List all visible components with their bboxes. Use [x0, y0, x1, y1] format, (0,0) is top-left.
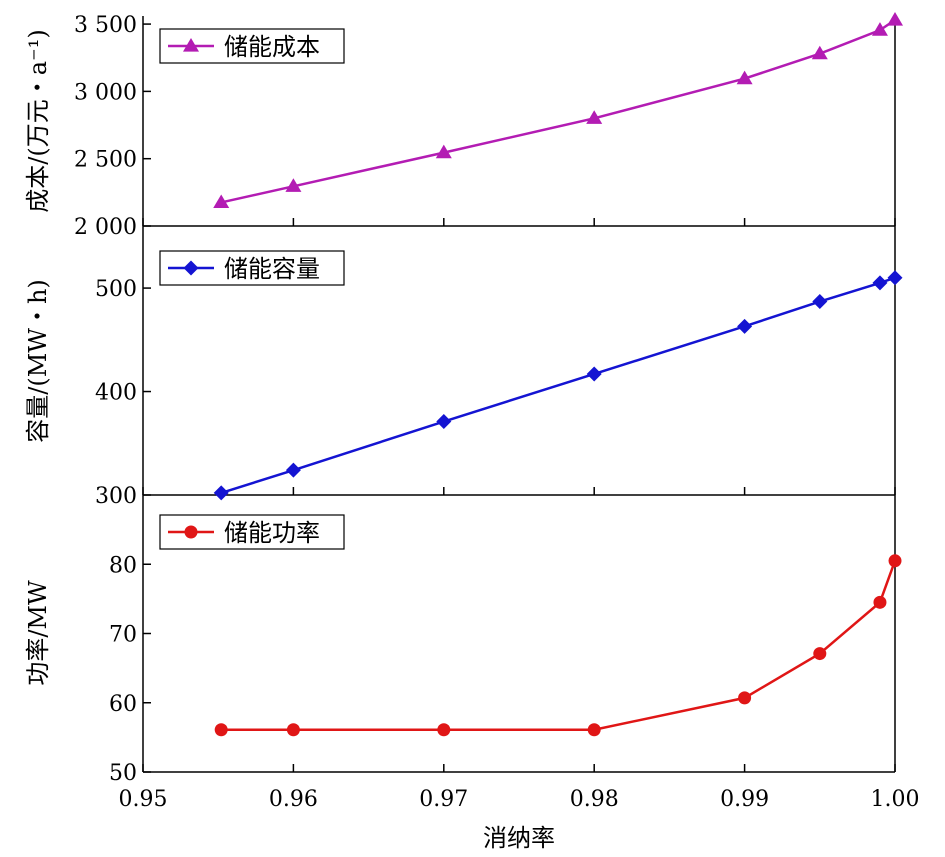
data-point	[436, 414, 452, 430]
y-tick-label: 50	[109, 761, 137, 786]
chart-panel-1: 2 000 2 500 3 000 3 500 成本/(万元・a⁻¹) 储能成本	[24, 12, 903, 240]
data-point	[737, 318, 753, 334]
data-point	[435, 144, 452, 159]
chart-panels: 2 000 2 500 3 000 3 500 成本/(万元・a⁻¹) 储能成本 300 40…	[24, 12, 919, 812]
y-tick-label: 2 000	[74, 215, 137, 240]
y-tick-label: 3 000	[74, 80, 137, 105]
x-tick-label: 0.98	[570, 787, 619, 812]
legend-marker	[183, 38, 199, 52]
legend: 储能容量	[159, 250, 345, 286]
data-point	[586, 366, 602, 382]
series-line	[221, 560, 897, 732]
data-point	[873, 595, 887, 609]
data-point	[437, 723, 451, 737]
data-point	[871, 22, 888, 36]
legend-label: 储能功率	[224, 519, 320, 547]
legend-label: 储能成本	[224, 33, 320, 61]
data-point	[738, 691, 752, 705]
series-line	[220, 19, 896, 204]
y-tick-label: 80	[109, 553, 137, 578]
y-tick-label: 60	[109, 692, 137, 717]
data-point	[587, 723, 601, 737]
data-point	[285, 178, 302, 192]
x-tick-label: 0.97	[419, 787, 468, 812]
x-axis-title: 消纳率	[483, 824, 555, 852]
data-point	[813, 647, 827, 661]
data-point	[586, 110, 603, 124]
y-tick-label: 3 500	[74, 13, 137, 38]
data-point	[887, 12, 903, 26]
y-axis-title: 容量/(MW・h)	[24, 279, 52, 443]
data-point	[887, 270, 903, 286]
y-tick-label: 300	[95, 484, 137, 509]
x-tick-label: 0.99	[720, 787, 769, 812]
y-tick-label: 400	[95, 381, 137, 406]
data-point	[736, 70, 753, 85]
legend-label: 储能容量	[224, 255, 320, 283]
y-axis-title: 功率/MW	[24, 580, 52, 686]
x-tick-label: 1.00	[871, 787, 920, 812]
data-point	[286, 723, 300, 737]
x-tick-label: 0.95	[119, 787, 168, 812]
legend: 储能功率	[159, 514, 345, 550]
legend: 储能成本	[159, 28, 345, 64]
data-point	[213, 194, 230, 209]
chart-panel-3: 50 60 70 80 功率/MW 储能功率	[24, 495, 902, 786]
y-axis-title: 成本/(万元・a⁻¹)	[24, 29, 52, 212]
x-tick-label: 0.96	[269, 787, 318, 812]
data-point	[872, 275, 888, 291]
data-point	[888, 554, 902, 568]
series-line	[220, 276, 896, 495]
data-point	[811, 45, 828, 60]
y-tick-label: 70	[109, 623, 137, 648]
data-point	[214, 723, 228, 737]
legend-marker	[183, 260, 199, 276]
data-point	[812, 294, 828, 310]
legend-marker	[184, 525, 198, 539]
data-point	[285, 462, 301, 478]
y-tick-label: 2 500	[74, 148, 137, 173]
data-point	[213, 485, 229, 501]
y-tick-label: 500	[95, 277, 137, 302]
chart-panel-2: 300 400 500 容量/(MW・h) 储能容量	[24, 226, 903, 509]
